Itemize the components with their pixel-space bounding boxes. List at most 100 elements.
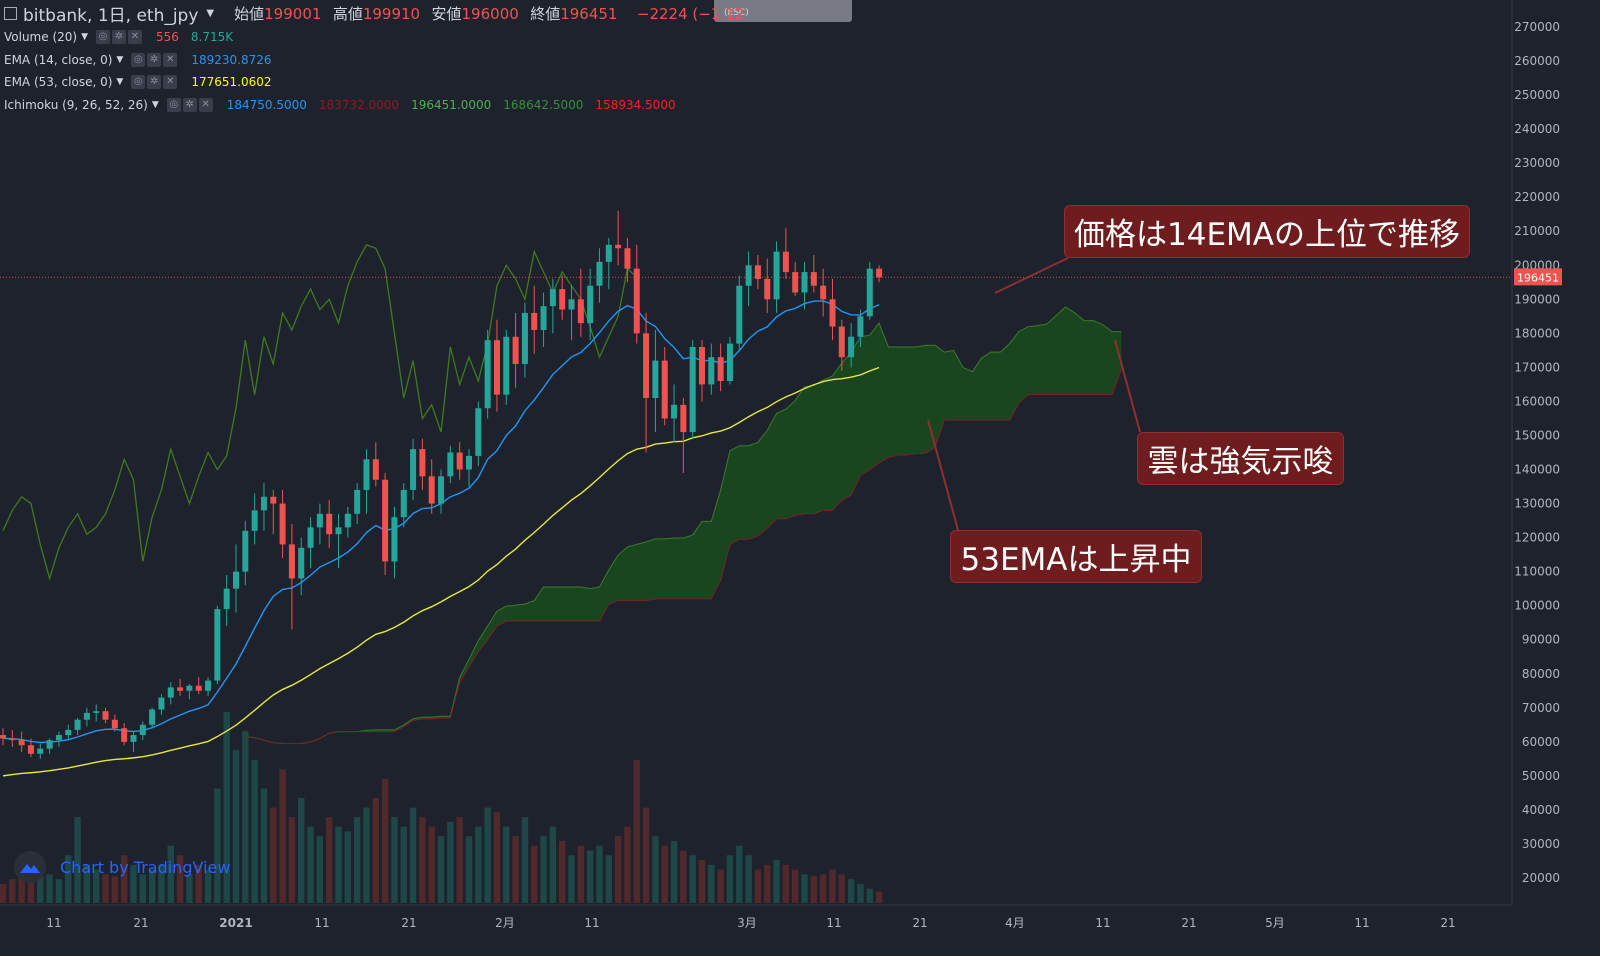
candle-body <box>242 530 249 572</box>
chevron-down-icon[interactable]: ▼ <box>151 99 159 110</box>
chevron-down-icon[interactable]: ▼ <box>206 7 215 19</box>
close-icon[interactable]: ✕ <box>163 75 178 90</box>
ohlc-high-label: 高値 <box>332 4 363 23</box>
chevron-down-icon[interactable]: ▼ <box>116 54 124 65</box>
gear-icon[interactable]: ✲ <box>112 30 126 45</box>
candle-body <box>130 735 137 742</box>
annotation-cloud-bullish: 雲は強気示唆 <box>1137 432 1344 485</box>
candle-body <box>55 735 62 741</box>
candle-body <box>438 476 445 504</box>
gear-icon[interactable]: ✲ <box>147 75 162 90</box>
y-tick-label: 90000 <box>1522 633 1560 647</box>
candle-body <box>186 685 193 691</box>
candle-body <box>167 687 174 698</box>
candle-body <box>37 748 44 754</box>
candle-body <box>270 496 277 504</box>
candle-body <box>484 340 491 409</box>
indicator-name[interactable]: EMA (53, close, 0) <box>4 75 113 90</box>
candle-body <box>754 265 761 279</box>
eye-icon[interactable]: ◎ <box>96 30 110 45</box>
candle-body <box>615 244 622 249</box>
close-icon[interactable]: ✕ <box>128 30 142 45</box>
candle-body <box>65 729 72 736</box>
volume-bar <box>288 817 296 903</box>
close-icon[interactable]: ✕ <box>198 97 213 112</box>
volume-bar <box>540 836 547 903</box>
candle-body <box>46 740 53 749</box>
indicator-value: 184750.5000 <box>226 97 307 112</box>
candle-body <box>93 711 100 713</box>
indicator-name[interactable]: Volume (20) <box>4 30 78 45</box>
eye-icon[interactable]: ◎ <box>131 75 146 90</box>
candle-body <box>577 299 584 324</box>
y-tick-label: 100000 <box>1514 599 1560 613</box>
y-tick-label: 70000 <box>1522 701 1560 715</box>
volume-bar <box>419 817 426 903</box>
volume-bar <box>726 855 734 903</box>
volume-bar <box>475 826 482 903</box>
indicator-value: 556 <box>156 30 179 45</box>
candle-body <box>624 248 631 269</box>
x-tick-label: 21 <box>401 916 416 930</box>
candle-body <box>829 299 836 327</box>
volume-bar <box>381 778 389 903</box>
indicator-name[interactable]: EMA (14, close, 0) <box>4 52 113 67</box>
senkou-span-b <box>245 368 1122 745</box>
y-tick-label: 20000 <box>1522 871 1560 885</box>
volume-bar <box>344 831 352 903</box>
candle-body <box>810 272 817 286</box>
chevron-down-icon[interactable]: ▼ <box>81 32 88 43</box>
volume-bar <box>428 826 435 903</box>
volume-bar <box>838 874 845 903</box>
candle-body <box>633 268 640 334</box>
volume-bar <box>782 864 790 903</box>
indicator-row: EMA (53, close, 0) ▼ ◎ ✲ ✕ 177651.0602 <box>4 71 744 94</box>
candle-body <box>764 278 771 300</box>
eye-icon[interactable]: ◎ <box>131 52 146 67</box>
x-tick-label: 4月 <box>1005 916 1025 930</box>
indicator-value: 183732.0000 <box>318 97 400 112</box>
candle-body <box>27 745 34 754</box>
gear-icon[interactable]: ✲ <box>182 97 197 112</box>
candle-body <box>74 719 81 730</box>
y-tick-label: 30000 <box>1522 837 1560 851</box>
candle-body <box>699 346 705 385</box>
candle-body <box>605 244 612 262</box>
y-tick-label: 110000 <box>1514 565 1560 579</box>
candle-body <box>773 251 780 300</box>
candle-body <box>298 547 305 579</box>
volume-bar <box>857 883 864 903</box>
eye-icon[interactable]: ◎ <box>166 97 181 112</box>
candle-body <box>149 709 156 725</box>
candle-body <box>596 261 603 286</box>
close-icon[interactable]: ✕ <box>163 52 178 67</box>
volume-bar <box>65 855 72 903</box>
collapse-icon[interactable] <box>4 6 17 20</box>
volume-bar <box>624 826 631 903</box>
indicator-value: 189230.8726 <box>191 52 272 67</box>
candle-body <box>354 489 361 514</box>
candle-body <box>503 336 510 395</box>
indicator-name[interactable]: Ichimoku (9, 26, 52, 26) <box>4 97 148 112</box>
volume-bar <box>353 817 361 903</box>
candle-body <box>736 285 743 344</box>
tradingview-watermark[interactable]: Chart by TradingView <box>14 851 230 883</box>
volume-bar <box>801 874 808 903</box>
volume-bar <box>279 769 286 903</box>
symbol-title[interactable]: bitbank, 1日, eth_jpy <box>23 5 199 26</box>
y-tick-label: 160000 <box>1514 394 1560 408</box>
candle-body <box>251 510 258 531</box>
volume-bar <box>400 826 407 903</box>
candle-body <box>158 697 165 710</box>
volume-bar <box>456 817 463 903</box>
volume-bar <box>465 836 473 903</box>
gear-icon[interactable]: ✲ <box>147 52 162 67</box>
candle-body <box>428 476 435 504</box>
chevron-down-icon[interactable]: ▼ <box>116 77 124 88</box>
volume-bar <box>521 817 529 903</box>
volume-bar <box>372 798 379 903</box>
y-tick-label: 50000 <box>1522 769 1560 783</box>
indicator-row: EMA (14, close, 0) ▼ ◎ ✲ ✕ 189230.8726 <box>4 49 744 72</box>
